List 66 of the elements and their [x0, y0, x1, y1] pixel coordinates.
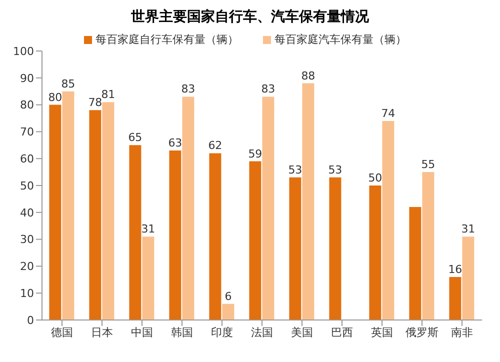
- bar: [462, 236, 474, 320]
- data-label: 50: [368, 172, 382, 184]
- bar: [302, 83, 314, 320]
- data-label: 83: [261, 82, 276, 96]
- x-tick-label: 日本: [91, 326, 113, 339]
- data-label: 81: [101, 88, 116, 102]
- data-label: 80: [48, 90, 62, 104]
- x-tick-label: 德国: [51, 326, 73, 339]
- data-label: 88: [301, 69, 316, 82]
- bar: [169, 150, 182, 320]
- x-tick-label: 南非: [451, 326, 473, 339]
- bar: [422, 172, 434, 320]
- y-tick-label: 70: [20, 126, 34, 139]
- x-tick-label: 法国: [251, 326, 273, 339]
- legend-label: 每百家庭汽车保有量（辆）: [274, 32, 406, 47]
- bar: [382, 120, 394, 320]
- bar: [89, 110, 102, 320]
- y-tick-label: 50: [20, 179, 34, 192]
- y-tick-label: 20: [20, 260, 34, 274]
- bar: [129, 145, 142, 320]
- x-tick-label: 英国: [371, 326, 393, 339]
- data-label: 63: [168, 136, 182, 150]
- bar: [409, 207, 422, 320]
- bar: [249, 161, 262, 320]
- bar: [102, 102, 114, 320]
- data-label: 83: [181, 82, 196, 96]
- x-tick-label: 美国: [291, 326, 313, 339]
- data-label: 6: [224, 290, 232, 303]
- x-tick-label: 俄罗斯: [406, 326, 438, 339]
- chart-title: 世界主要国家自行车、汽车保有量情况: [130, 8, 370, 26]
- x-tick-label: 中国: [131, 326, 153, 339]
- y-tick-label: 0: [27, 314, 34, 327]
- x-tick-label: 印度: [211, 326, 233, 339]
- data-label: 55: [421, 158, 436, 172]
- bar: [182, 96, 194, 320]
- bar: [49, 104, 62, 320]
- bar: [62, 91, 74, 320]
- data-label: 31: [141, 222, 156, 236]
- data-label: 74: [381, 106, 396, 120]
- x-tick-label: 韩国: [171, 326, 193, 339]
- bar: [289, 177, 302, 320]
- bar: [142, 236, 154, 320]
- data-label: 85: [61, 77, 76, 90]
- data-label: 65: [128, 131, 142, 144]
- y-tick-label: 10: [20, 287, 34, 300]
- y-tick-label: 40: [20, 206, 34, 220]
- bar: [222, 304, 234, 320]
- data-label: 53: [288, 163, 302, 176]
- y-tick-label: 60: [20, 152, 34, 166]
- data-label: 62: [208, 139, 222, 152]
- y-tick-label: 90: [20, 72, 34, 85]
- y-tick-label: 30: [20, 233, 34, 246]
- data-label: 53: [328, 163, 342, 176]
- bar: [449, 276, 462, 320]
- x-tick-label: 巴西: [331, 326, 353, 339]
- data-label: 59: [248, 147, 262, 160]
- bar: [262, 96, 274, 320]
- y-tick-label: 100: [13, 44, 34, 58]
- y-tick-label: 80: [20, 98, 34, 112]
- data-label: 31: [461, 222, 476, 236]
- bar: [209, 153, 222, 320]
- data-label: 16: [448, 262, 462, 276]
- bar: [329, 177, 342, 320]
- bar: [369, 186, 382, 320]
- legend-label: 每百家庭自行车保有量（辆）: [94, 32, 238, 47]
- data-label: 78: [88, 96, 102, 110]
